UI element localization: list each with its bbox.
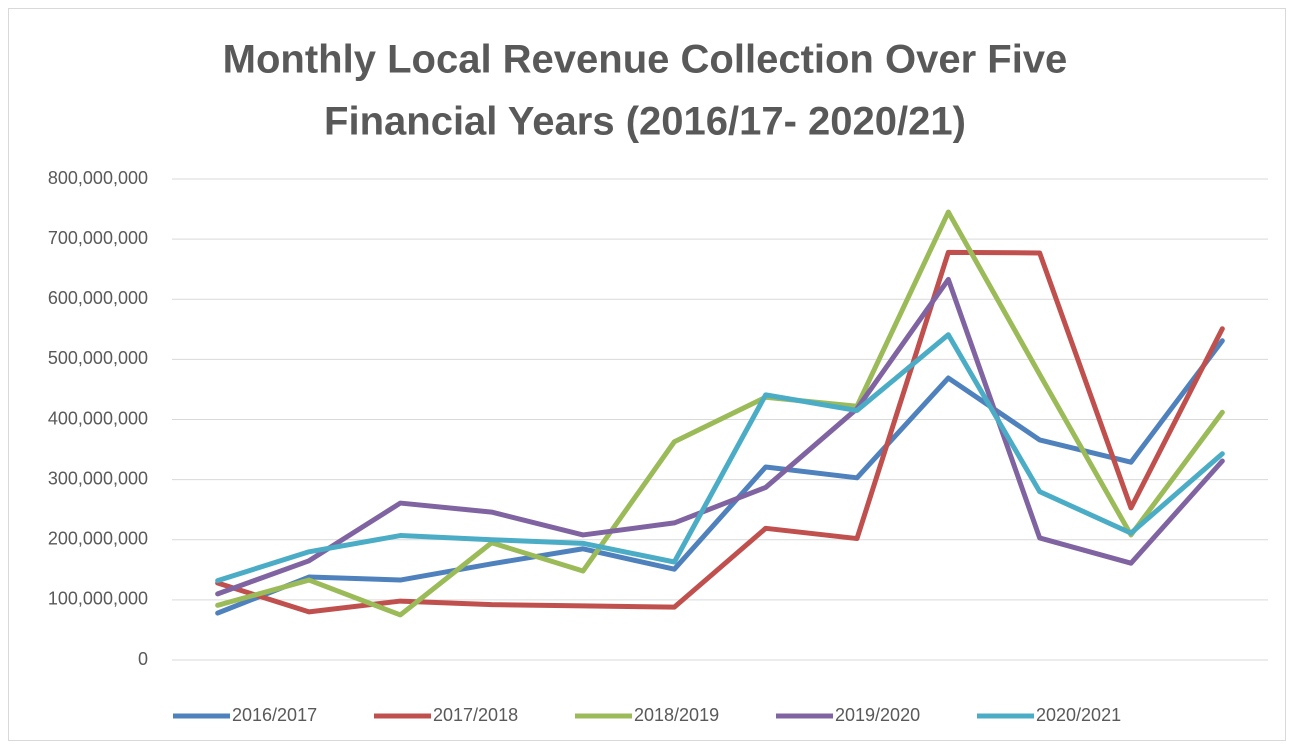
- y-tick-label: 300,000,000: [48, 468, 148, 488]
- series-line: [215, 209, 1225, 618]
- series-line: [215, 249, 1225, 615]
- y-tick-label: 700,000,000: [48, 228, 148, 248]
- y-tick-label: 600,000,000: [48, 288, 148, 308]
- legend-label: 2020/2021: [1036, 705, 1121, 725]
- y-tick-label: 400,000,000: [48, 408, 148, 428]
- series-line: [215, 276, 1225, 597]
- y-tick-label: 100,000,000: [48, 589, 148, 609]
- chart-border: [8, 8, 1286, 741]
- legend-label: 2019/2020: [835, 705, 920, 725]
- y-tick-label: 0: [138, 649, 148, 669]
- legend-label: 2016/2017: [232, 705, 317, 725]
- series-line: [215, 338, 1225, 616]
- legend-label: 2017/2018: [433, 705, 518, 725]
- chart-title: Monthly Local Revenue Collection Over Fi…: [223, 38, 1068, 82]
- chart-title: Financial Years (2016/17- 2020/21): [324, 100, 966, 144]
- y-tick-label: 500,000,000: [48, 348, 148, 368]
- y-tick-label: 200,000,000: [48, 529, 148, 549]
- legend-label: 2018/2019: [634, 705, 719, 725]
- series-line: [215, 332, 1225, 584]
- y-tick-label: 800,000,000: [48, 168, 148, 188]
